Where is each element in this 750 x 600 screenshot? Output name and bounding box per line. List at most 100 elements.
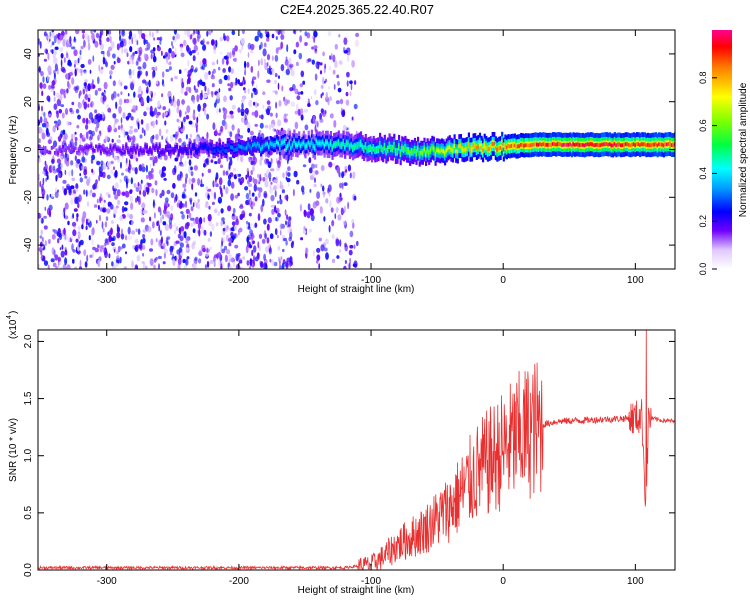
noise-blob xyxy=(347,201,349,210)
noise-blob xyxy=(150,167,154,174)
noise-blob xyxy=(67,80,70,88)
noise-blob xyxy=(68,185,72,194)
noise-blob xyxy=(183,188,187,192)
noise-blob xyxy=(217,251,222,259)
band-cell xyxy=(287,144,290,148)
noise-blob xyxy=(116,250,119,255)
band-cell xyxy=(398,144,401,149)
noise-blob xyxy=(204,264,207,269)
noise-blob xyxy=(73,132,76,139)
noise-blob xyxy=(279,223,283,230)
noise-blob xyxy=(120,127,125,133)
band-cell xyxy=(169,149,172,154)
band-cell xyxy=(191,145,194,149)
noise-blob xyxy=(326,153,329,159)
noise-blob xyxy=(231,104,236,110)
noise-blob xyxy=(263,190,268,198)
noise-blob xyxy=(239,135,244,139)
band-cell xyxy=(440,148,443,153)
noise-blob xyxy=(312,250,315,257)
noise-blob xyxy=(52,165,56,171)
noise-blob xyxy=(183,264,188,269)
noise-blob xyxy=(60,130,64,138)
noise-blob xyxy=(43,31,47,37)
band-cell xyxy=(539,142,542,146)
noise-blob xyxy=(277,212,281,218)
noise-blob xyxy=(304,124,309,131)
noise-blob xyxy=(200,225,205,234)
noise-blob xyxy=(197,178,201,186)
noise-blob xyxy=(139,134,143,139)
y-tick-label: 0 xyxy=(23,146,34,152)
noise-blob xyxy=(168,66,172,71)
noise-blob xyxy=(281,189,285,194)
noise-blob xyxy=(114,182,119,189)
noise-blob xyxy=(156,37,161,41)
noise-blob xyxy=(128,39,131,46)
noise-blob xyxy=(228,266,233,269)
noise-blob xyxy=(219,164,224,169)
noise-blob xyxy=(107,166,110,170)
noise-blob xyxy=(287,182,290,187)
band-cell xyxy=(553,142,556,146)
noise-blob xyxy=(131,36,133,45)
noise-blob xyxy=(81,156,86,163)
noise-blob xyxy=(146,95,150,104)
band-cell xyxy=(237,143,240,148)
noise-blob xyxy=(128,68,132,77)
noise-blob xyxy=(142,234,146,239)
band-cell xyxy=(82,147,85,152)
noise-blob xyxy=(186,256,190,260)
noise-blob xyxy=(168,217,173,225)
noise-blob xyxy=(259,122,264,129)
noise-blob xyxy=(60,155,64,160)
noise-blob xyxy=(71,77,75,85)
noise-blob xyxy=(234,45,238,52)
noise-blob xyxy=(285,68,290,76)
noise-blob xyxy=(301,185,305,193)
noise-blob xyxy=(46,207,51,216)
noise-blob xyxy=(352,171,356,179)
noise-blob xyxy=(346,71,350,78)
band-cell xyxy=(291,143,294,147)
noise-blob xyxy=(307,103,311,107)
band-cell xyxy=(149,148,152,152)
noise-blob xyxy=(233,81,236,86)
noise-blob xyxy=(51,41,55,46)
noise-blob xyxy=(158,128,162,137)
noise-blob xyxy=(158,239,162,248)
noise-blob xyxy=(70,185,75,190)
band-cell xyxy=(466,147,469,151)
band-cell xyxy=(218,144,221,149)
noise-blob xyxy=(152,155,155,163)
noise-blob xyxy=(83,39,86,48)
noise-blob xyxy=(124,201,129,206)
noise-blob xyxy=(230,81,234,89)
noise-blob xyxy=(316,61,321,65)
noise-blob xyxy=(331,220,335,227)
noise-blob xyxy=(342,220,347,226)
noise-blob xyxy=(270,194,275,202)
noise-blob xyxy=(41,123,46,128)
noise-blob xyxy=(137,66,142,70)
noise-blob xyxy=(145,164,148,173)
noise-blob xyxy=(313,30,318,38)
band-cell xyxy=(115,147,118,152)
noise-blob xyxy=(59,94,63,101)
noise-blob xyxy=(279,194,282,200)
noise-blob xyxy=(223,184,225,190)
band-cell xyxy=(382,148,385,153)
noise-blob xyxy=(67,59,72,66)
noise-blob xyxy=(185,247,189,252)
noise-blob xyxy=(56,127,59,131)
noise-blob xyxy=(149,105,153,113)
noise-blob xyxy=(63,91,66,97)
band-cell xyxy=(244,146,247,151)
noise-blob xyxy=(348,249,353,256)
noise-blob xyxy=(348,126,351,130)
band-cell xyxy=(226,143,229,148)
noise-blob xyxy=(132,154,137,159)
noise-blob xyxy=(323,216,326,222)
noise-blob xyxy=(82,153,85,157)
band-cell xyxy=(302,140,305,145)
